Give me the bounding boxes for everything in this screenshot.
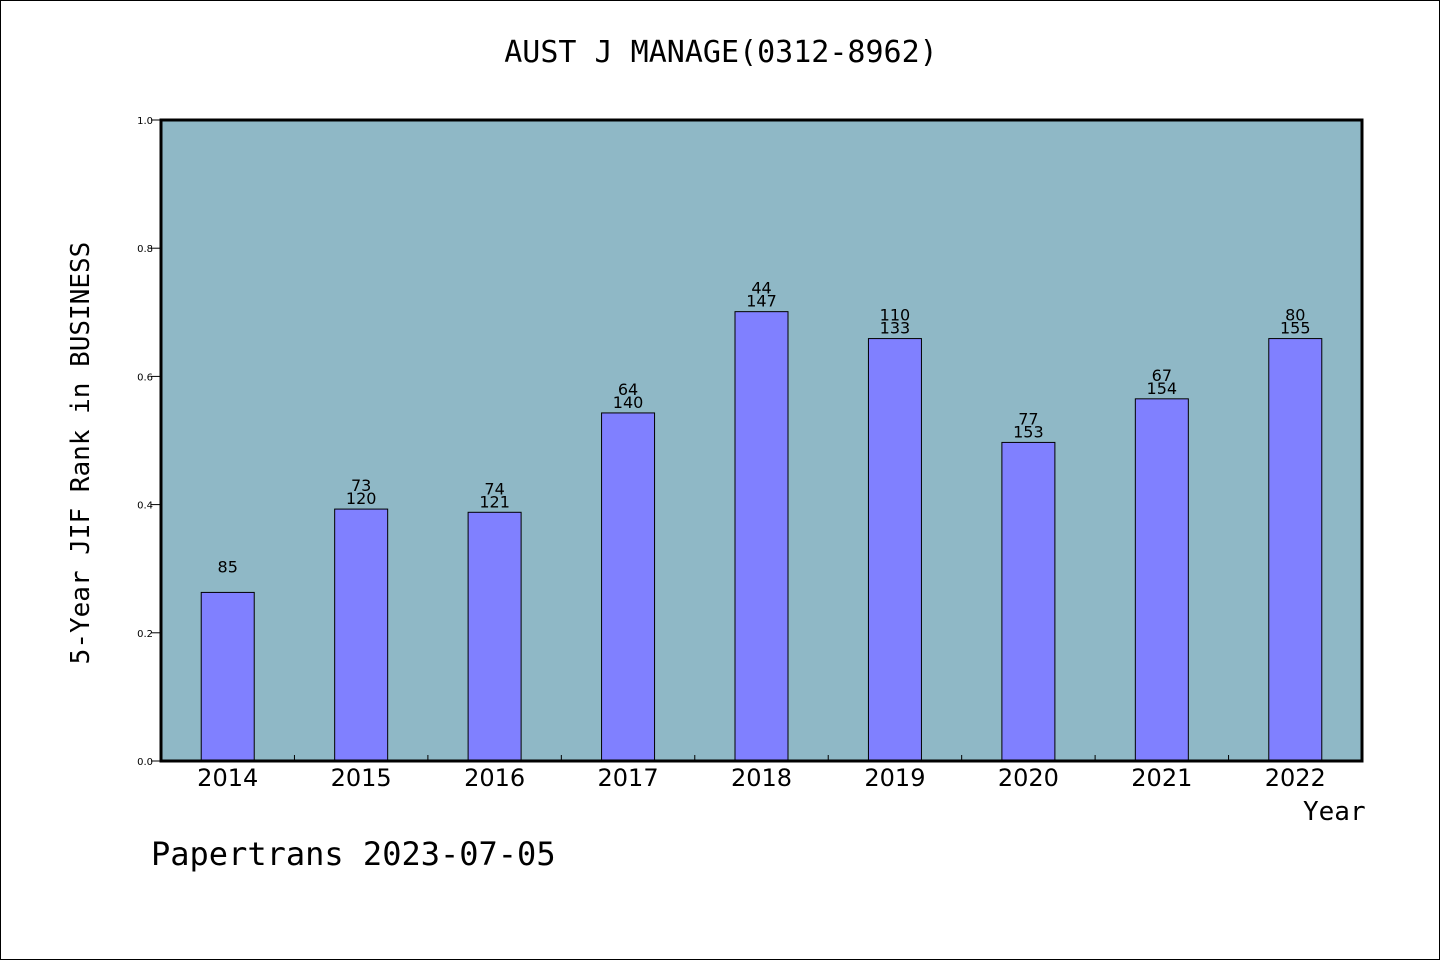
bar-label-top: 77 <box>1018 409 1038 428</box>
x-tick-label: 2015 <box>331 764 392 792</box>
bar-label-bottom: 133 <box>880 319 911 338</box>
x-axis-label: Year <box>1303 797 1366 827</box>
bar <box>601 412 656 762</box>
x-tick-label: 2017 <box>598 764 659 792</box>
x-tick-label: 2019 <box>864 764 925 792</box>
bar-label-top: 74 <box>484 479 504 498</box>
bar-label-bottom: 154 <box>1147 379 1178 398</box>
bar-label-bottom: 85 <box>218 557 238 576</box>
bar <box>334 508 389 762</box>
bar <box>867 338 922 762</box>
bar-label-top: 44 <box>751 279 771 298</box>
bar-label-top: 73 <box>351 476 371 495</box>
footer-note: Papertrans 2023-07-05 <box>151 835 556 873</box>
bar <box>734 311 789 762</box>
plot-border <box>159 118 1364 763</box>
bar <box>1001 441 1056 762</box>
x-tick-label: 2020 <box>998 764 1059 792</box>
chart-title: AUST J MANAGE(0312-8962) <box>504 35 938 70</box>
bar-label-top: 64 <box>618 380 638 399</box>
x-tick-label: 2022 <box>1265 764 1326 792</box>
y-tick-label: 0.6 <box>137 372 153 383</box>
x-tick-label: 2016 <box>464 764 525 792</box>
bar-label-bottom: 120 <box>346 489 377 508</box>
y-axis-label: 5-Year JIF Rank in BUSINESS <box>66 241 96 665</box>
x-tick-label: 2018 <box>731 764 792 792</box>
bar <box>1268 338 1323 762</box>
bar-label-bottom: 153 <box>1013 422 1044 441</box>
x-tick-label: 2021 <box>1131 764 1192 792</box>
bar-label-top: 80 <box>1285 306 1305 325</box>
y-tick-label: 0.4 <box>137 501 153 512</box>
x-tick-label: 2014 <box>197 764 258 792</box>
y-tick-label: 0.0 <box>137 757 153 768</box>
bar <box>200 591 255 762</box>
bar-label-bottom: 121 <box>479 492 510 511</box>
y-tick-label: 1.0 <box>137 116 153 127</box>
bar-label-bottom: 155 <box>1280 319 1311 338</box>
y-tick-label: 0.2 <box>137 629 153 640</box>
bar-label-top: 110 <box>880 306 911 325</box>
bar-label-bottom: 140 <box>613 393 644 412</box>
y-tick-label: 0.8 <box>137 244 153 255</box>
bar-label-bottom: 147 <box>746 292 777 311</box>
bar-label-top: 67 <box>1152 366 1172 385</box>
bar <box>467 511 522 762</box>
bar <box>1134 398 1189 762</box>
